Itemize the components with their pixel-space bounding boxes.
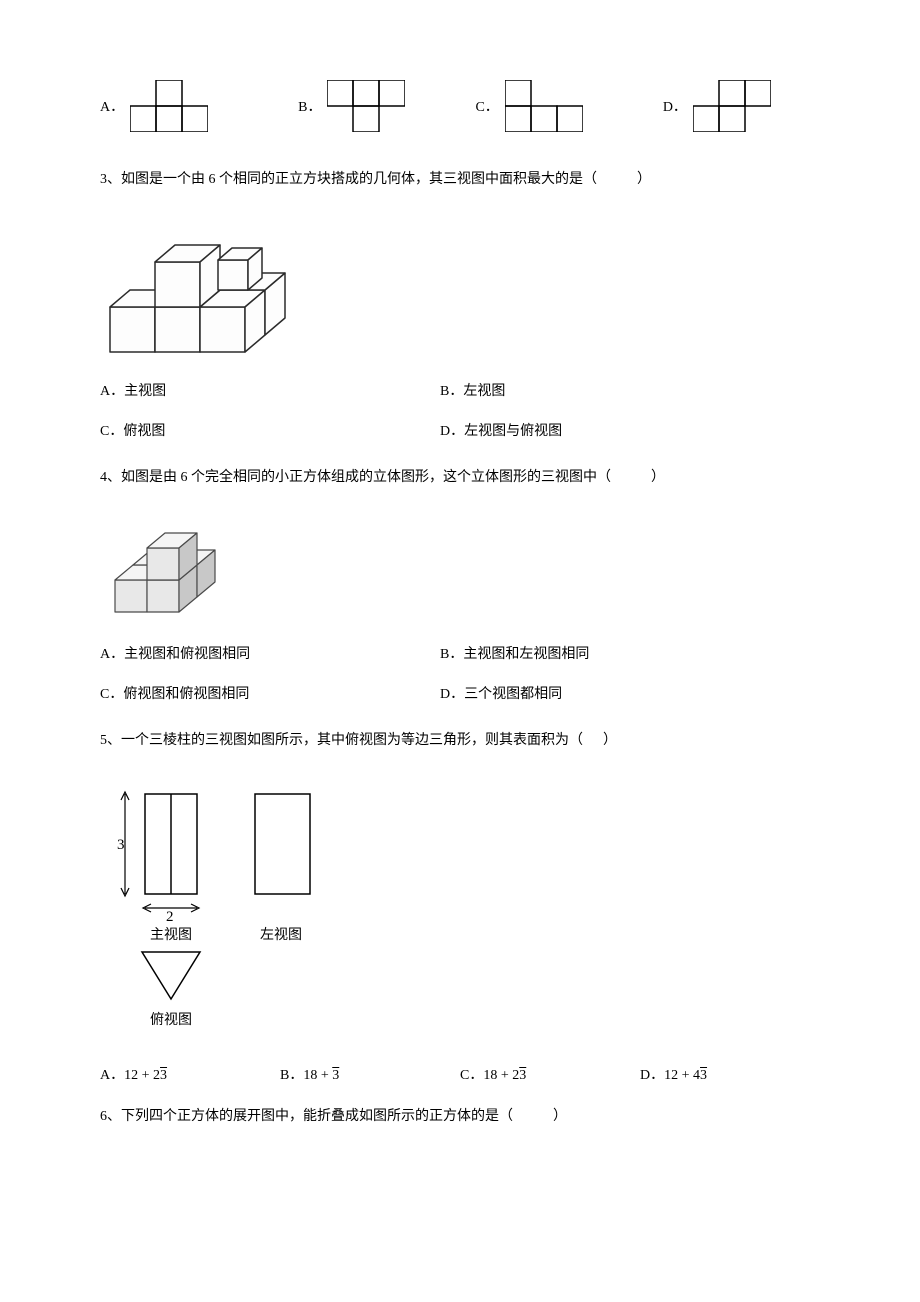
q5-opt-a-label: A． — [100, 1068, 124, 1083]
q4-opt-c: C．俯视图和俯视图相同 — [100, 683, 440, 703]
q3-opt-c: C．俯视图 — [100, 420, 440, 440]
q3-figure — [100, 212, 820, 362]
q5-text-main: 5、一个三棱柱的三视图如图所示，其中俯视图为等边三角形，则其表面积为（ — [100, 733, 583, 748]
q5-views-icon: 3 2 主视图 左视图 俯视图 — [100, 774, 350, 1044]
q5-opt-d: D．12 + 43 — [640, 1064, 820, 1084]
q5-opt-c: C．18 + 23 — [460, 1064, 640, 1084]
q2-shape-b — [327, 80, 405, 132]
q5-expr-a: 12 + 23 — [124, 1068, 167, 1083]
q2-choice-d: D． — [663, 80, 771, 132]
q4-opt-d: D．三个视图都相同 — [440, 683, 820, 703]
q5-options: A．12 + 23 B．18 + 3 C．18 + 23 D．12 + 43 — [100, 1064, 820, 1084]
q2-shape-a — [130, 80, 208, 132]
q5-opt-b-label: B． — [280, 1068, 303, 1083]
q2-choice-c: C． — [475, 80, 582, 132]
q5-dim-h: 3 — [117, 837, 125, 853]
q3-cubes-icon — [100, 212, 310, 362]
q4-cubes-icon — [100, 510, 240, 625]
q5-dim-w: 2 — [166, 909, 174, 925]
q4-figure — [100, 510, 820, 625]
q2-shape-c — [505, 80, 583, 132]
q5-side-label: 左视图 — [260, 927, 302, 943]
q3-text-main: 3、如图是一个由 6 个相同的正立方块搭成的几何体，其三视图中面积最大的是（ — [100, 172, 597, 187]
q3-text-end: ） — [637, 172, 651, 187]
q3-text: 3、如图是一个由 6 个相同的正立方块搭成的几何体，其三视图中面积最大的是（ ） — [100, 167, 820, 192]
q4-opt-a: A．主视图和俯视图相同 — [100, 643, 440, 663]
q5-opt-c-label: C． — [460, 1068, 483, 1083]
q5-top-label: 俯视图 — [150, 1012, 192, 1028]
q2-choice-a: A． — [100, 80, 208, 132]
q2-label-d: D． — [663, 96, 687, 116]
q4-opt-b: B．主视图和左视图相同 — [440, 643, 820, 663]
q4-text-end: ） — [651, 470, 665, 485]
q6-text-end: ） — [553, 1109, 567, 1124]
q6-text-main: 6、下列四个正方体的展开图中，能折叠成如图所示的正方体的是（ — [100, 1109, 513, 1124]
q5-figure: 3 2 主视图 左视图 俯视图 — [100, 774, 820, 1044]
q3-opt-a: A．主视图 — [100, 380, 440, 400]
q5-text: 5、一个三棱柱的三视图如图所示，其中俯视图为等边三角形，则其表面积为（ ） — [100, 728, 820, 753]
q2-label-b: B． — [298, 96, 321, 116]
q3-opt-d: D．左视图与俯视图 — [440, 420, 820, 440]
q3-options: A．主视图 B．左视图 C．俯视图 D．左视图与俯视图 — [100, 380, 820, 440]
q5-front-label: 主视图 — [150, 927, 192, 943]
q5-opt-b: B．18 + 3 — [280, 1064, 460, 1084]
q5-expr-d: 12 + 43 — [664, 1068, 707, 1083]
q2-shape-d — [693, 80, 771, 132]
q5-opt-a: A．12 + 23 — [100, 1064, 280, 1084]
q2-choice-row: A． B． — [100, 80, 820, 132]
q2-label-c: C． — [475, 96, 498, 116]
q6-text: 6、下列四个正方体的展开图中，能折叠成如图所示的正方体的是（ ） — [100, 1104, 820, 1129]
q4-options: A．主视图和俯视图相同 B．主视图和左视图相同 C．俯视图和俯视图相同 D．三个… — [100, 643, 820, 703]
q3-opt-b: B．左视图 — [440, 380, 820, 400]
q4-text: 4、如图是由 6 个完全相同的小正方体组成的立体图形，这个立体图形的三视图中（ ） — [100, 465, 820, 490]
q5-text-end: ） — [603, 733, 617, 748]
q4-text-main: 4、如图是由 6 个完全相同的小正方体组成的立体图形，这个立体图形的三视图中（ — [100, 470, 611, 485]
q2-label-a: A． — [100, 96, 124, 116]
q5-expr-b: 18 + 3 — [303, 1068, 339, 1083]
q2-choice-b: B． — [298, 80, 405, 132]
q5-expr-c: 18 + 23 — [483, 1068, 526, 1083]
q5-opt-d-label: D． — [640, 1068, 664, 1083]
